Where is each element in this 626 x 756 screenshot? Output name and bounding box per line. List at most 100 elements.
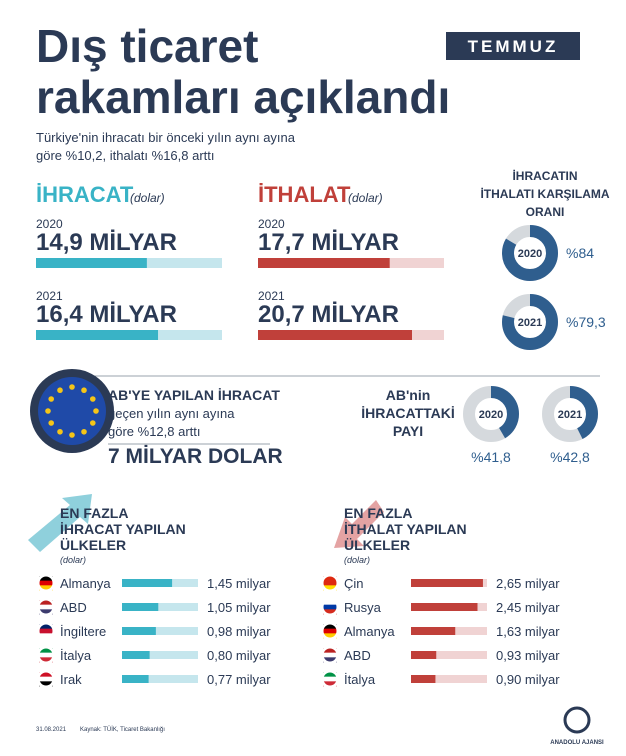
flag — [39, 648, 53, 653]
bar-track — [411, 675, 487, 683]
bar — [36, 258, 147, 268]
country: ABD — [344, 648, 371, 663]
eu-flag — [38, 377, 106, 445]
value: 0,98 milyar — [207, 624, 271, 639]
flag — [323, 648, 337, 653]
donut-arc — [463, 386, 519, 442]
bar-track — [122, 603, 198, 611]
star — [69, 384, 75, 390]
donut-year: 2021 — [558, 409, 582, 421]
coverage-value: %79,3 — [566, 314, 606, 330]
country: İtalya — [60, 648, 92, 663]
country: Rusya — [344, 600, 382, 615]
import-arrow — [334, 500, 384, 548]
flag — [39, 576, 53, 581]
bar — [122, 603, 159, 611]
star — [89, 396, 96, 402]
country: İngiltere — [60, 624, 106, 639]
eu-share-title: İHRACATTAKİ — [361, 405, 455, 421]
flag — [39, 676, 53, 682]
value: 2,65 milyar — [496, 576, 560, 591]
footer-date: 31.08.2021 — [36, 727, 67, 733]
unit: (dolar) — [348, 191, 383, 205]
bar-track — [411, 651, 487, 659]
country: Almanya — [344, 624, 395, 639]
country: ABD — [60, 600, 87, 615]
star — [81, 387, 87, 394]
flag — [39, 609, 53, 615]
bar — [36, 330, 159, 340]
flag-ring — [320, 645, 340, 665]
value: 0,90 milyar — [496, 672, 560, 687]
eu-share-title: AB'nin — [386, 387, 431, 403]
section-title: İHRACAT — [36, 182, 134, 207]
flag — [39, 628, 53, 634]
eu-stars — [45, 384, 99, 438]
bar-track — [122, 675, 198, 683]
subtitle: göre %10,2, ithalatı %16,8 arttı — [36, 148, 215, 163]
bar — [258, 258, 390, 268]
list-title: ÜLKELER — [344, 537, 410, 553]
bar — [411, 579, 483, 587]
value: 1,45 milyar — [207, 576, 271, 591]
flag — [323, 609, 337, 615]
flag — [323, 600, 337, 605]
flag-ring — [320, 597, 340, 617]
eu-amount: 7 MİLYAR DOLAR — [108, 445, 283, 468]
bar — [411, 651, 437, 659]
value: 0,80 milyar — [207, 648, 271, 663]
star — [48, 420, 55, 426]
flag — [39, 672, 53, 677]
flag — [323, 681, 337, 687]
list-title: ÜLKELER — [60, 537, 126, 553]
flag — [323, 604, 337, 610]
list-title: EN FAZLA — [344, 505, 412, 521]
flag — [39, 585, 53, 591]
star — [93, 408, 99, 414]
value: 20,7 MİLYAR — [258, 301, 399, 328]
export-arrow — [28, 494, 92, 552]
value: 1,05 milyar — [207, 600, 271, 615]
donut-year: 2020 — [479, 409, 503, 421]
donut-year: 2020 — [518, 248, 542, 260]
coverage-title: ORANI — [526, 205, 565, 219]
flag — [323, 585, 337, 591]
star — [57, 387, 63, 394]
badge-bg — [446, 32, 580, 60]
star — [89, 420, 96, 426]
bar-track — [122, 651, 198, 659]
value: 17,7 MİLYAR — [258, 229, 399, 256]
flag — [323, 657, 337, 663]
bar — [122, 579, 173, 587]
flag — [39, 600, 53, 605]
value: 0,77 milyar — [207, 672, 271, 687]
year: 2020 — [258, 217, 285, 231]
flag — [323, 580, 337, 586]
eu-share-value: %41,8 — [471, 449, 511, 465]
flag — [39, 624, 53, 629]
flag — [39, 580, 53, 586]
donut-arc — [502, 294, 558, 350]
flag — [323, 652, 337, 658]
star — [45, 408, 51, 414]
flag — [323, 672, 337, 677]
bar — [122, 651, 150, 659]
value: 16,4 MİLYAR — [36, 301, 177, 328]
eu-share-title: PAYI — [393, 423, 423, 439]
star — [69, 432, 75, 438]
value: 2,45 milyar — [496, 600, 560, 615]
flag — [39, 652, 53, 658]
country: İtalya — [344, 672, 376, 687]
unit: (dolar) — [130, 191, 165, 205]
year: 2020 — [36, 217, 63, 231]
flag-ring — [320, 573, 340, 593]
year: 2021 — [258, 289, 285, 303]
title: rakamları açıklandı — [36, 71, 450, 123]
star — [81, 428, 87, 435]
coverage-title: İTHALATI KARŞILAMA — [480, 186, 609, 201]
title: Dış ticaret — [36, 20, 258, 72]
logo-mark — [563, 706, 591, 734]
list-title: İTHALAT YAPILAN — [344, 521, 467, 537]
flag-ring — [36, 621, 56, 641]
